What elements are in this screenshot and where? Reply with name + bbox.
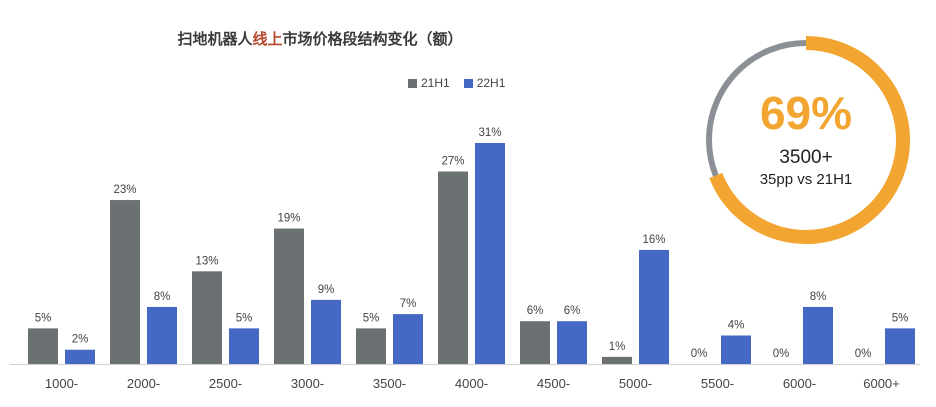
callout-ring: 69% 3500+ 35pp vs 21H1 <box>700 34 912 246</box>
bar-22h1-9 <box>803 306 833 364</box>
data-label-22h1-1: 8% <box>154 291 171 303</box>
x-tick-label-1: 2000- <box>127 376 160 391</box>
bar-22h1-6 <box>557 321 587 364</box>
legend-label-21h1: 21H1 <box>421 76 450 90</box>
bar-22h1-1 <box>147 306 177 364</box>
x-tick-label-0: 1000- <box>45 376 78 391</box>
bar-21h1-2 <box>192 271 222 364</box>
ring-progress-arc <box>702 36 910 244</box>
ring-gauge <box>702 36 910 244</box>
data-label-22h1-8: 4% <box>728 319 745 331</box>
bar-21h1-5 <box>438 171 468 364</box>
bar-22h1-7 <box>639 249 669 364</box>
data-label-21h1-1: 23% <box>113 184 136 196</box>
data-label-21h1-3: 19% <box>277 213 300 225</box>
legend-item-22h1: 22H1 <box>463 76 506 90</box>
x-tick-label-7: 5000- <box>619 376 652 391</box>
bar-22h1-0 <box>65 349 95 364</box>
legend-swatch-21h1 <box>408 78 417 88</box>
data-label-21h1-6: 6% <box>527 305 544 317</box>
x-tick-label-10: 6000+ <box>863 376 900 391</box>
data-label-22h1-3: 9% <box>318 284 335 296</box>
bar-22h1-8 <box>721 335 751 364</box>
x-tick-label-8: 5500- <box>701 376 734 391</box>
data-label-22h1-5: 31% <box>478 127 501 139</box>
x-tick-label-6: 4500- <box>537 376 570 391</box>
x-tick-label-4: 3500- <box>373 376 406 391</box>
bar-22h1-10 <box>885 328 915 364</box>
bar-21h1-1 <box>110 200 140 364</box>
title-prefix: 扫地机器人 <box>177 30 253 48</box>
bar-21h1-6 <box>520 321 550 364</box>
chart-title: 扫地机器人线上市场价格段结构变化（额） <box>0 28 640 49</box>
legend-label-22h1: 22H1 <box>476 76 506 90</box>
data-label-22h1-9: 8% <box>810 291 827 303</box>
data-label-21h1-9: 0% <box>773 348 790 360</box>
data-label-22h1-4: 7% <box>400 298 417 310</box>
bar-21h1-4 <box>356 328 386 364</box>
data-label-22h1-2: 5% <box>236 312 253 324</box>
data-label-21h1-4: 5% <box>363 312 380 324</box>
bar-21h1-0 <box>28 328 58 364</box>
x-tick-label-2: 2500- <box>209 376 242 391</box>
bar-21h1-7 <box>602 356 632 364</box>
data-label-22h1-0: 2% <box>72 334 89 346</box>
data-label-21h1-2: 13% <box>195 255 218 267</box>
data-label-21h1-7: 1% <box>609 341 626 353</box>
bar-22h1-5 <box>475 143 505 364</box>
data-label-21h1-10: 0% <box>855 348 872 360</box>
bar-21h1-3 <box>274 228 304 364</box>
data-label-21h1-5: 27% <box>441 156 464 168</box>
data-label-21h1-8: 0% <box>691 348 708 360</box>
legend-item-21h1: 21H1 <box>408 76 450 90</box>
x-tick-label-5: 4000- <box>455 376 488 391</box>
callout-line1: 3500+ <box>779 147 833 168</box>
bar-22h1-4 <box>393 314 423 364</box>
title-highlight: 线上 <box>252 30 283 48</box>
legend: 21H1 22H1 <box>408 76 513 90</box>
bar-22h1-3 <box>311 299 341 364</box>
callout-line2: 35pp vs 21H1 <box>759 171 853 188</box>
legend-swatch-22h1 <box>463 78 473 88</box>
bar-22h1-2 <box>229 328 259 364</box>
data-label-22h1-7: 16% <box>642 234 665 246</box>
data-label-22h1-6: 6% <box>564 305 581 317</box>
x-tick-label-9: 6000- <box>783 376 816 391</box>
data-label-22h1-10: 5% <box>892 312 909 324</box>
callout-percent: 69% <box>759 87 853 139</box>
title-suffix: 市场价格段结构变化（额） <box>282 30 463 48</box>
x-tick-label-3: 3000- <box>291 376 324 391</box>
data-label-21h1-0: 5% <box>35 312 52 324</box>
